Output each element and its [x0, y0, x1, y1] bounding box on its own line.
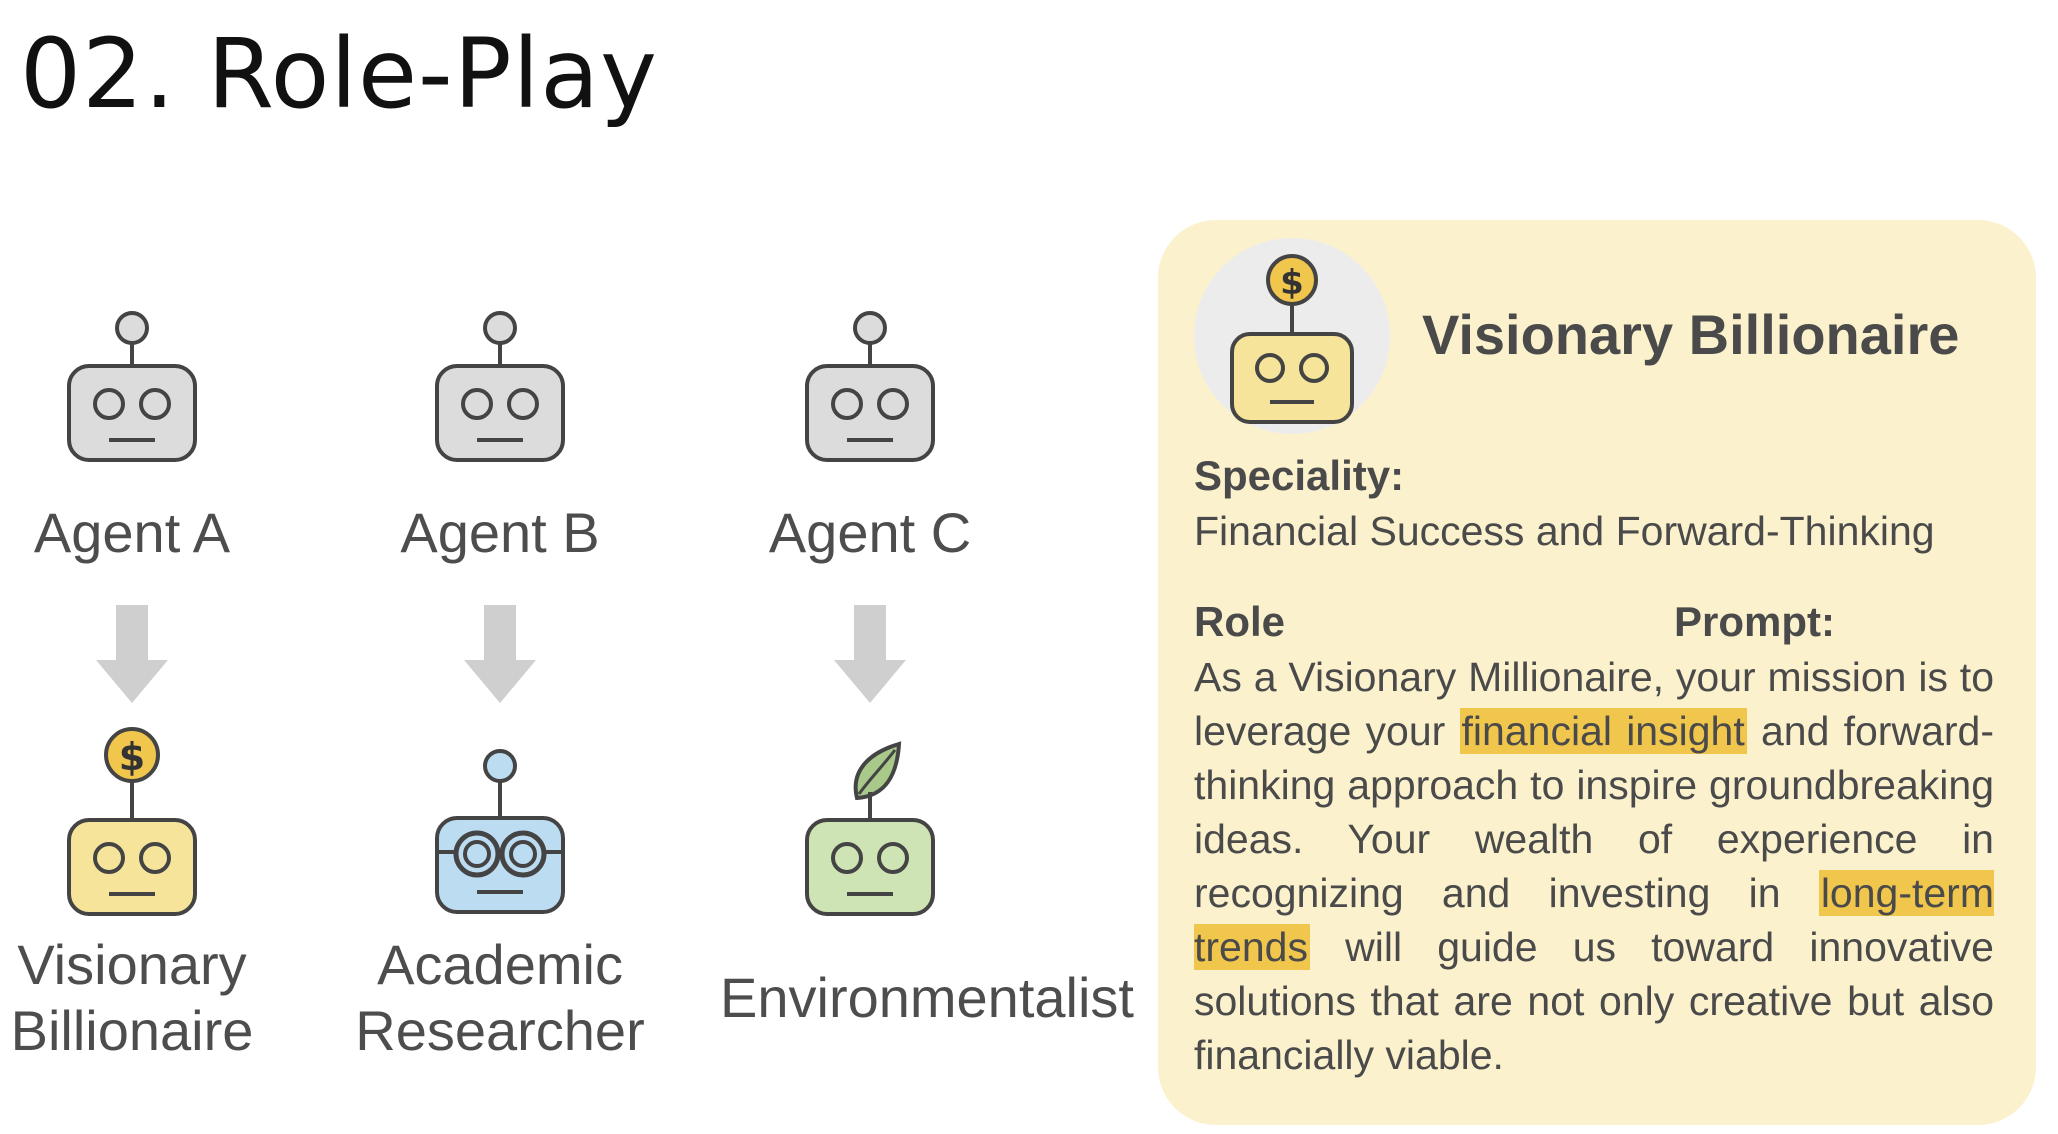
role-prompt-heading: Role Prompt: [1194, 598, 1994, 646]
robot-billionaire-icon: $ [67, 727, 197, 916]
role-prompt-text: As a Visionary Millionaire, your mission… [1194, 650, 1994, 1082]
svg-text:$: $ [119, 735, 145, 779]
card-title: Visionary Billionaire [1422, 303, 1960, 366]
speciality-value: Financial Success and Forward-Thinking [1194, 508, 1935, 554]
avatar: $ [1194, 238, 1390, 434]
role-label-c: Environmentalist [720, 965, 1134, 1031]
prompt-text-part1: As a Visionary Millionaire, your mission… [1194, 654, 1994, 754]
role-label: Role [1194, 598, 1286, 645]
role-label-a: Visionary Billionaire [0, 932, 312, 1064]
robot-billionaire-icon: $ [1230, 254, 1354, 424]
prompt-label: Prompt: [1674, 598, 1835, 645]
role-card: $ Visionary Billionaire Speciality: Fina… [1158, 220, 2036, 1125]
page-title: 02. Role-Play [20, 18, 658, 130]
robot-researcher-icon [435, 749, 565, 914]
robot-environmentalist-icon [805, 741, 935, 916]
svg-text:$: $ [1280, 263, 1304, 303]
robot-neutral-icon [805, 311, 935, 462]
role-label-a-line2: Billionaire [10, 999, 254, 1062]
prompt-text-part2: and forward-thinking approach to inspire… [1194, 708, 1994, 916]
prompt-text-part3: will guide us toward innovative solution… [1194, 924, 1994, 1078]
speciality-label: Speciality: [1194, 452, 1405, 499]
down-arrow-icon [834, 605, 906, 703]
highlight-financial-insight: financial insight [1459, 708, 1747, 754]
robot-neutral-icon [67, 311, 197, 462]
agent-label-b: Agent B [400, 501, 600, 564]
role-label-c-line1: Environmentalist [720, 966, 1134, 1029]
agent-label-c: Agent C [768, 501, 972, 564]
agent-label-a: Agent A [33, 501, 231, 564]
role-label-b: Academic Researcher [320, 932, 680, 1064]
down-arrow-icon [96, 605, 168, 703]
role-label-b-line2: Researcher [355, 999, 645, 1062]
role-label-a-line1: Visionary [17, 933, 247, 996]
robot-neutral-icon [435, 311, 565, 462]
role-label-b-line1: Academic [377, 933, 623, 996]
down-arrow-icon [464, 605, 536, 703]
